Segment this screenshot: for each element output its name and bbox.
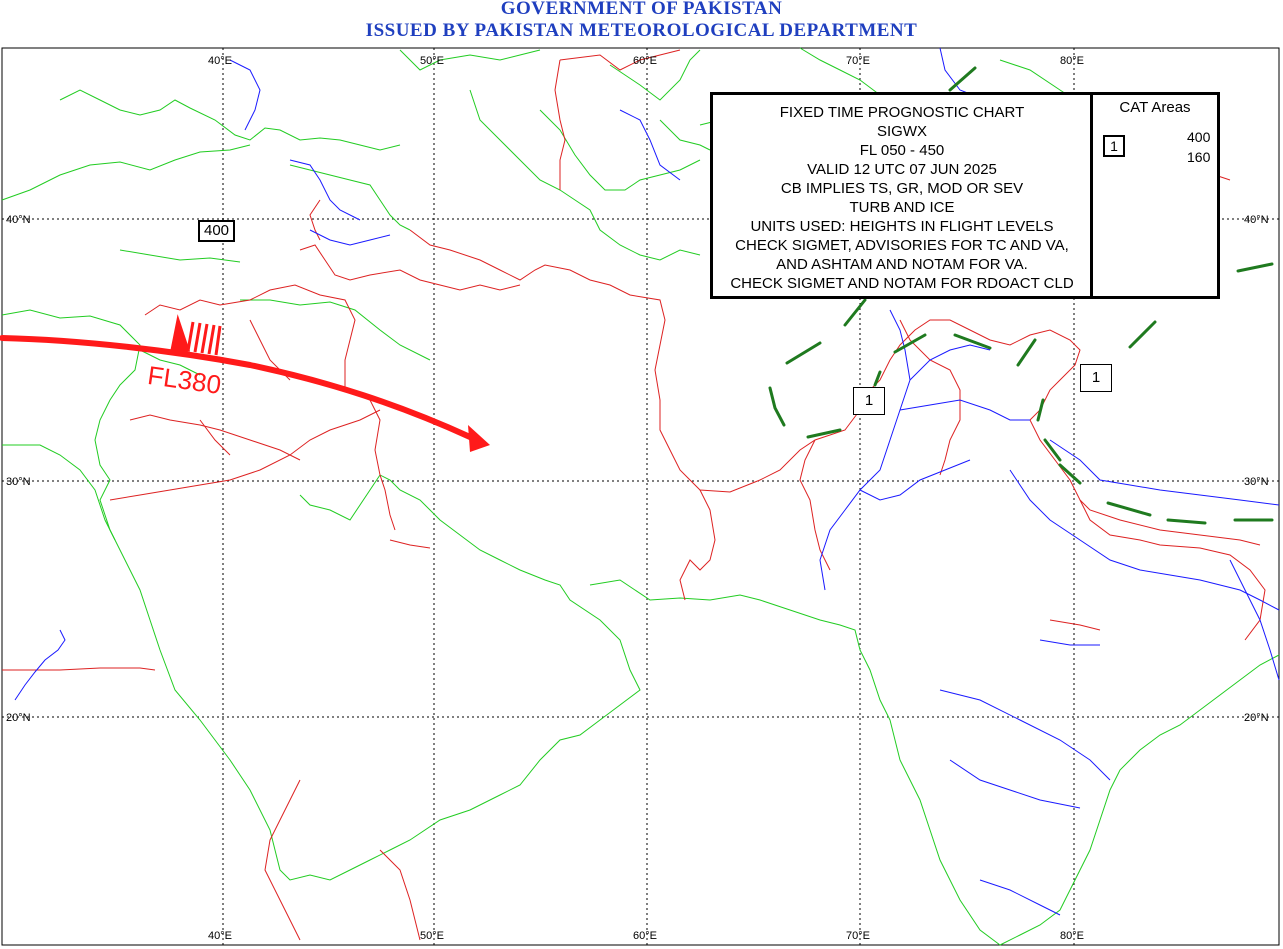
lon-label-bottom: 80°E [1060, 930, 1084, 942]
cat-area-label-value: 1 [864, 392, 874, 409]
legend-line: TURB AND ICE [849, 199, 955, 216]
cat-boundaries [768, 66, 1274, 525]
legend-line: AND ASHTAM AND NOTAM FOR VA. [776, 256, 1028, 273]
grid-labels: 40°E 50°E 60°E 70°E 80°E 40°E 50°E 60°E … [6, 55, 1269, 942]
lat-label-left: 20°N [6, 712, 31, 724]
jet-wind-barbs [170, 314, 222, 356]
lon-label-bottom: 60°E [633, 930, 657, 942]
legend-line: FIXED TIME PROGNOSTIC CHART [779, 104, 1025, 121]
cat-area-label: 1 [1080, 364, 1112, 392]
jet-arrowhead [468, 425, 490, 452]
cat-area-label-value: 1 [1091, 369, 1101, 386]
legend-line: CB IMPLIES TS, GR, MOD OR SEV [780, 180, 1024, 197]
lon-label-bottom: 40°E [208, 930, 232, 942]
jet-stream [0, 314, 490, 452]
lat-label-right: 20°N [1244, 712, 1269, 724]
legend-line: SIGWX [876, 123, 927, 140]
tropopause-height-box: 400 [198, 220, 235, 242]
header-issuer: ISSUED BY PAKISTAN METEOROLOGICAL DEPART… [365, 20, 918, 41]
lon-label-top: 40°E [208, 55, 232, 67]
header-government: GOVERNMENT OF PAKISTAN [500, 0, 783, 19]
lon-label-bottom: 50°E [420, 930, 444, 942]
lon-label-top: 80°E [1060, 55, 1084, 67]
lon-label-top: 70°E [846, 55, 870, 67]
legend-description: FIXED TIME PROGNOSTIC CHART SIGWX FL 050… [713, 103, 1091, 293]
lat-label-left: 30°N [6, 476, 31, 488]
lon-label-bottom: 70°E [846, 930, 870, 942]
legend-line: UNITS USED: HEIGHTS IN FLIGHT LEVELS [750, 218, 1054, 235]
cat-areas-title: CAT Areas [1119, 99, 1191, 116]
lat-label-right: 30°N [1244, 476, 1269, 488]
cat-lower-level: 160 [1187, 149, 1211, 165]
lon-label-top: 50°E [420, 55, 444, 67]
tropopause-height-value: 400 [203, 222, 230, 239]
legend-divider [1090, 95, 1093, 296]
cat-area-id: 1 [1103, 135, 1125, 157]
cat-upper-level: 400 [1187, 129, 1211, 145]
cat-area-label: 1 [853, 387, 885, 415]
legend-line: FL 050 - 450 [859, 142, 945, 159]
lon-label-top: 60°E [633, 55, 657, 67]
lat-label-right: 40°N [1244, 214, 1269, 226]
chart-legend: FIXED TIME PROGNOSTIC CHART SIGWX FL 050… [710, 92, 1220, 299]
legend-line: VALID 12 UTC 07 JUN 2025 [807, 161, 997, 178]
legend-line: CHECK SIGMET, ADVISORIES FOR TC AND VA, [735, 237, 1069, 254]
lat-label-left: 40°N [6, 214, 31, 226]
legend-line: CHECK SIGMET AND NOTAM FOR RDOACT CLD [730, 275, 1074, 292]
map-frame [1, 47, 1280, 946]
